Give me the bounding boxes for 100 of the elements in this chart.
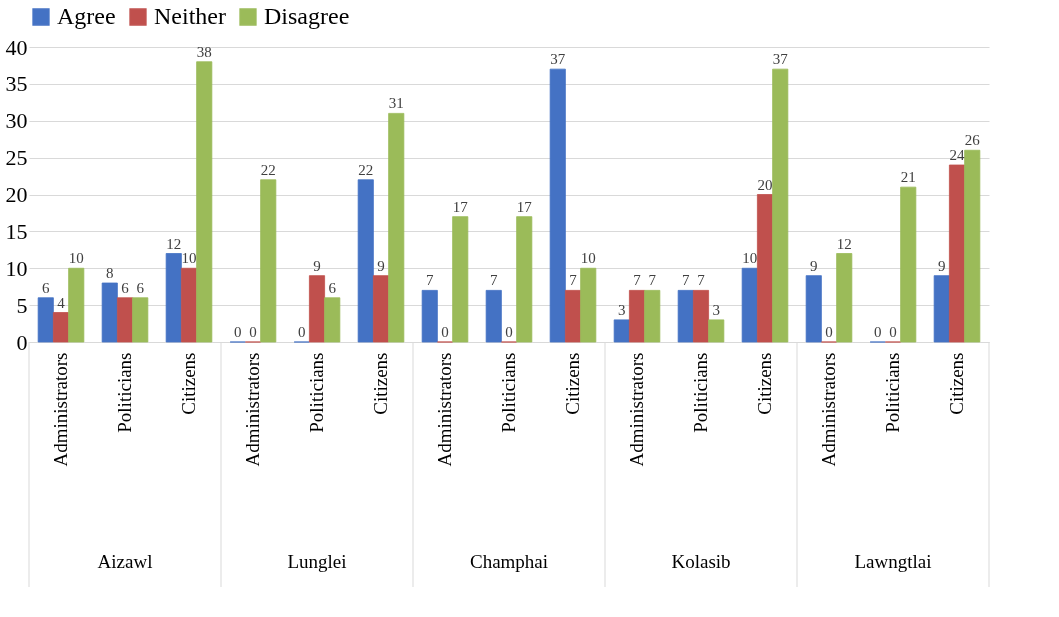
y-tick-label: 5 <box>16 292 28 318</box>
y-tick-label: 35 <box>5 71 28 97</box>
data-label: 17 <box>516 198 533 215</box>
legend-label: Agree <box>57 3 116 29</box>
x-tick-label: Citizens <box>562 352 583 415</box>
bar <box>805 275 822 343</box>
data-label: 7 <box>490 272 499 289</box>
data-label: 0 <box>874 324 882 340</box>
bar <box>116 297 134 343</box>
y-tick-label: 25 <box>5 145 28 171</box>
x-tick-label: Politicians <box>690 352 711 433</box>
data-label: 3 <box>712 301 720 318</box>
data-label: 0 <box>505 324 513 340</box>
data-label: 6 <box>136 279 145 296</box>
x-tick-label: Citizens <box>946 352 967 415</box>
data-label: 7 <box>697 272 706 289</box>
text: Kolasib <box>671 551 731 572</box>
data-label: 0 <box>234 324 242 340</box>
data-label: 6 <box>42 279 51 296</box>
bar <box>485 289 502 343</box>
data-label: 7 <box>633 272 642 289</box>
data-label: 0 <box>825 324 833 340</box>
bar <box>628 289 646 343</box>
y-tick-label: 0 <box>16 329 28 355</box>
bar <box>37 297 54 343</box>
data-label: 37 <box>550 51 566 68</box>
x-tick-label: Administrators <box>50 352 71 467</box>
bar <box>388 112 405 343</box>
data-label: 9 <box>938 257 946 274</box>
bar <box>101 282 118 343</box>
legend-label: Disagree <box>264 3 350 29</box>
data-label: 8 <box>106 265 114 281</box>
data-label: 20 <box>757 176 773 193</box>
data-label: 10 <box>181 250 197 267</box>
bar <box>692 289 710 343</box>
y-tick-label: 40 <box>5 34 28 60</box>
bar <box>836 253 853 343</box>
text: Lunglei <box>287 551 347 572</box>
data-label: 10 <box>580 250 596 267</box>
x-tick-label: Administrators <box>242 352 263 467</box>
x-tick-label: Politicians <box>498 352 519 433</box>
bar <box>132 297 149 343</box>
data-label: 6 <box>328 279 337 296</box>
bar <box>357 179 374 343</box>
data-label: 0 <box>441 324 449 340</box>
data-label: 22 <box>358 161 374 178</box>
data-label: 12 <box>836 235 852 252</box>
text: Aizawl <box>97 551 153 572</box>
text: Lawngtlai <box>854 551 932 572</box>
bar <box>196 61 213 343</box>
x-tick-label: Citizens <box>178 352 199 415</box>
data-label: 26 <box>964 132 981 149</box>
bar <box>180 267 198 343</box>
bar <box>613 319 630 343</box>
bar <box>549 68 566 343</box>
x-tick-label: Administrators <box>818 352 839 467</box>
y-tick-label: 10 <box>5 255 28 281</box>
data-label: 6 <box>121 279 130 296</box>
data-label: 9 <box>377 257 385 274</box>
bar <box>964 149 981 343</box>
data-label: 4 <box>57 294 66 311</box>
bar <box>708 319 725 343</box>
y-tick-label: 15 <box>5 218 28 244</box>
bar <box>452 216 469 343</box>
bar <box>324 297 341 343</box>
bar <box>948 164 966 343</box>
bar <box>260 179 277 343</box>
data-label: 9 <box>810 257 818 274</box>
bar <box>308 275 326 343</box>
x-tick-label: Politicians <box>882 352 903 433</box>
data-label: 38 <box>196 43 212 60</box>
bar <box>772 68 789 343</box>
bar <box>677 289 694 343</box>
data-label: 7 <box>569 272 578 289</box>
data-label: 21 <box>900 169 916 186</box>
data-label: 10 <box>68 250 84 267</box>
data-label: 9 <box>313 257 321 274</box>
data-label: 7 <box>426 272 435 289</box>
x-tick-label: Politicians <box>306 352 327 433</box>
bar <box>756 194 774 343</box>
bar <box>580 267 597 343</box>
bar <box>372 275 390 343</box>
bar <box>68 267 85 343</box>
data-label: 0 <box>249 324 257 340</box>
data-label: 17 <box>452 198 469 215</box>
data-label: 31 <box>388 95 404 112</box>
y-tick-label: 20 <box>5 182 28 207</box>
bar <box>644 289 661 343</box>
x-tick-label: Administrators <box>626 352 647 467</box>
data-label: 7 <box>682 272 691 289</box>
bar <box>52 312 70 343</box>
data-label: 37 <box>772 51 789 68</box>
bar <box>516 216 533 343</box>
data-label: 22 <box>260 161 276 178</box>
x-tick-label: Administrators <box>434 352 455 467</box>
data-label: 10 <box>742 250 758 267</box>
bar <box>741 267 758 343</box>
x-tick-label: Citizens <box>754 352 775 415</box>
bar <box>165 253 182 343</box>
bar <box>933 275 950 343</box>
